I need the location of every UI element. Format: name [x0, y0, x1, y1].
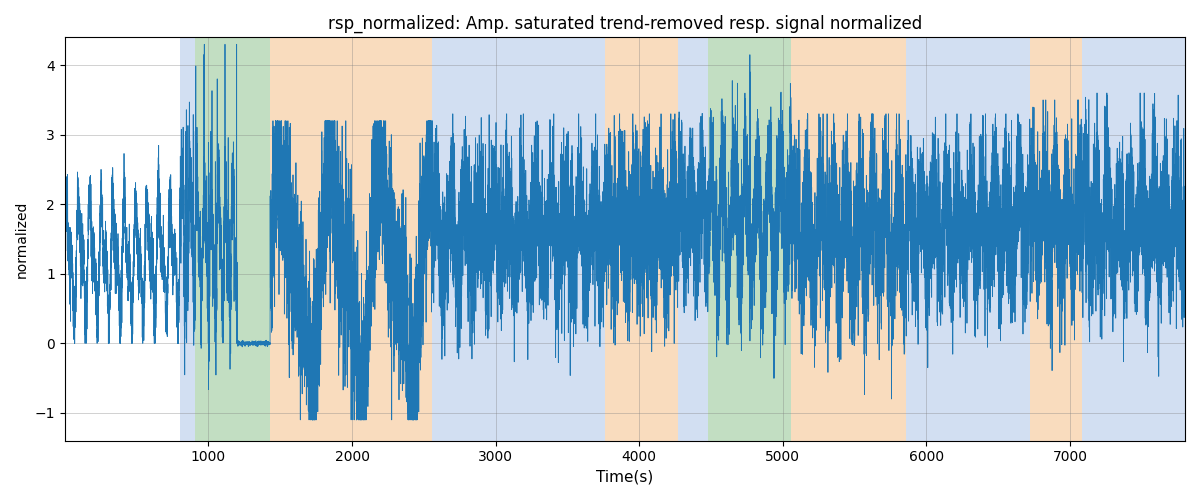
Title: rsp_normalized: Amp. saturated trend-removed resp. signal normalized: rsp_normalized: Amp. saturated trend-rem… — [328, 15, 922, 34]
Bar — [906, 38, 1030, 440]
Bar — [792, 38, 906, 440]
Bar — [678, 38, 708, 440]
Bar — [196, 38, 270, 440]
Bar — [180, 38, 196, 440]
Y-axis label: normalized: normalized — [16, 200, 29, 278]
Bar — [1081, 38, 1186, 440]
Bar — [708, 38, 792, 440]
X-axis label: Time(s): Time(s) — [596, 470, 654, 485]
Bar — [432, 38, 605, 440]
Bar — [270, 38, 432, 440]
Bar — [1030, 38, 1081, 440]
Bar — [605, 38, 678, 440]
